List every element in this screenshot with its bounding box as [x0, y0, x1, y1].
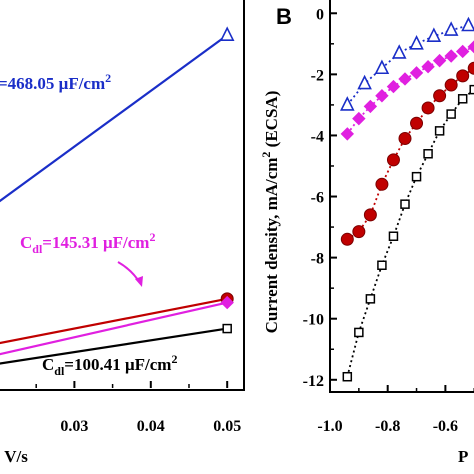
panel-b-data-point: [398, 72, 412, 86]
panel-b-data-point: [432, 53, 447, 68]
panel-b-data-point: [377, 260, 387, 270]
panel-b-data-point: [411, 171, 422, 182]
panel-b: B 0 -2 -4 -6 -8 -10 -12 -1.0 -0.8 -0.6 Current de…: [259, 0, 474, 466]
annotation-magenta-sub: dl: [32, 242, 43, 256]
panel-b-data-point: [443, 21, 459, 36]
panel-b-x-tick-label: -1.0: [317, 418, 342, 435]
panel-b-series-line: [346, 46, 474, 135]
panel-b-data-point: [409, 66, 424, 80]
panel-b-data-point: [386, 79, 401, 94]
panel-b-data-point: [352, 225, 366, 239]
panel-a-x-ticks: 0.03 0.04 0.05: [35, 381, 241, 435]
panel-b-y-tick-label: -10: [303, 312, 324, 329]
panel-b-data-point: [386, 153, 400, 167]
panel-b-data-point: [455, 44, 470, 59]
annotation-black-sub: dl: [54, 364, 65, 378]
panel-b-data-point: [375, 177, 389, 191]
panel-b-ticks: 0 -2 -4 -6 -8 -10 -12 -1.0 -0.8 -0.6: [303, 6, 474, 435]
panel-b-data-point: [410, 116, 424, 130]
panel-b-x-tick-label: -0.6: [433, 418, 458, 435]
panel-b-x-tick-label: -0.8: [375, 418, 400, 435]
panel-b-data-point: [467, 40, 474, 54]
annotation-magenta-arrowhead: [135, 276, 143, 287]
panel-b-data-point: [461, 16, 474, 32]
annotation-black-prefix: C: [42, 355, 54, 374]
panel-b-data-point: [433, 89, 447, 103]
panel-b-data-point: [388, 231, 399, 241]
annotation-magenta: Cdl=145.31 μF/cm2: [20, 230, 155, 256]
panel-b-letter: B: [276, 4, 292, 29]
panel-b-y-tick-label: -4: [311, 128, 324, 145]
panel-b-data-point: [375, 89, 389, 103]
panel-b-y-axis-label: Current density, mA/cm2 (ECSA): [259, 91, 281, 334]
panel-b-data-point: [456, 69, 470, 83]
panel-b-data-point: [340, 96, 355, 111]
panel-b-data-point: [363, 208, 377, 222]
annotation-magenta-value: =145.31 μF/cm: [42, 233, 149, 252]
panel-b-data-point: [342, 371, 353, 382]
panel-b-data-point: [409, 35, 424, 50]
panel-a-fit-line: [0, 301, 228, 356]
panel-b-y-tick-label: -8: [311, 251, 324, 268]
panel-b-data-point: [340, 232, 354, 246]
annotation-black-value: =100.41 μF/cm: [64, 355, 171, 374]
panel-a-x-axis-label: , V/s: [0, 447, 28, 466]
panel-b-data-point: [444, 49, 458, 63]
panel-b-data-point: [446, 109, 456, 119]
annotation-blue-sup: 2: [105, 71, 111, 85]
panel-a-plot-frame: [0, 0, 245, 391]
panel-b-data-point: [444, 78, 458, 92]
panel-b-data-point: [357, 74, 372, 90]
panel-b-y-axis-label-sup: 2: [259, 152, 273, 158]
panel-b-x-axis-label: P: [458, 447, 468, 466]
panel-b-y-axis-label-suffix: (ECSA): [262, 91, 281, 152]
panel-b-data-point: [467, 61, 474, 75]
panel-b-y-tick-label: -6: [311, 190, 324, 207]
panel-b-data-point: [400, 199, 410, 209]
panel-b-series-line: [346, 24, 469, 106]
panel-a-x-tick-label: 0.03: [60, 418, 88, 435]
annotation-blue-value: =468.05 μF/cm: [0, 74, 105, 93]
panel-b-data-point: [352, 111, 366, 126]
panel-b-data-point: [354, 327, 364, 338]
panel-a-data-point: [222, 323, 232, 334]
panel-b-data-point: [457, 94, 468, 104]
panel-b-data-point: [391, 44, 407, 59]
panel-b-y-axis-label-main: Current density, mA/cm: [262, 158, 281, 334]
panel-b-data-point: [398, 131, 412, 145]
panel-a-fit-lines: [0, 34, 228, 365]
panel-b-data-point: [363, 99, 378, 114]
panel-a-markers: [219, 26, 235, 334]
annotation-blue: =468.05 μF/cm2: [0, 71, 111, 93]
panel-b-data-point: [469, 84, 474, 95]
panel-b-data-point: [421, 60, 435, 74]
panel-b-series-line: [346, 88, 474, 377]
panel-b-data-point: [434, 126, 445, 136]
panel-b-y-tick-label: -2: [311, 67, 324, 84]
annotation-black: Cdl=100.41 μF/cm2: [42, 352, 177, 378]
panel-b-y-tick-label: 0: [316, 6, 324, 23]
panel-b-plot-frame: [329, 0, 474, 393]
panel-b-data-point: [426, 27, 442, 42]
panel-b-data-point: [423, 149, 433, 159]
panel-a-fit-line: [0, 297, 228, 345]
annotation-magenta-prefix: C: [20, 233, 32, 252]
panel-a-fit-line: [0, 327, 228, 365]
panel-b-data-point: [421, 101, 435, 115]
panel-a-x-tick-label: 0.05: [213, 418, 241, 435]
panel-b-series: [340, 16, 474, 382]
panel-b-data-point: [340, 127, 355, 141]
panel-a-data-point: [219, 26, 235, 41]
panel-a-fit-line: [0, 34, 228, 203]
panel-a-x-tick-label: 0.04: [137, 418, 165, 435]
panel-b-data-point: [374, 59, 390, 75]
panel-a: 0.030.040.05 , V/s =468.05 μF/cm2 Cdl=14…: [0, 0, 245, 466]
annotation-black-sup: 2: [171, 352, 177, 366]
annotation-magenta-sup: 2: [149, 230, 155, 244]
panel-b-y-tick-label: -12: [303, 373, 324, 390]
panel-a-data-point: [220, 295, 234, 310]
panel-b-data-point: [365, 294, 376, 304]
